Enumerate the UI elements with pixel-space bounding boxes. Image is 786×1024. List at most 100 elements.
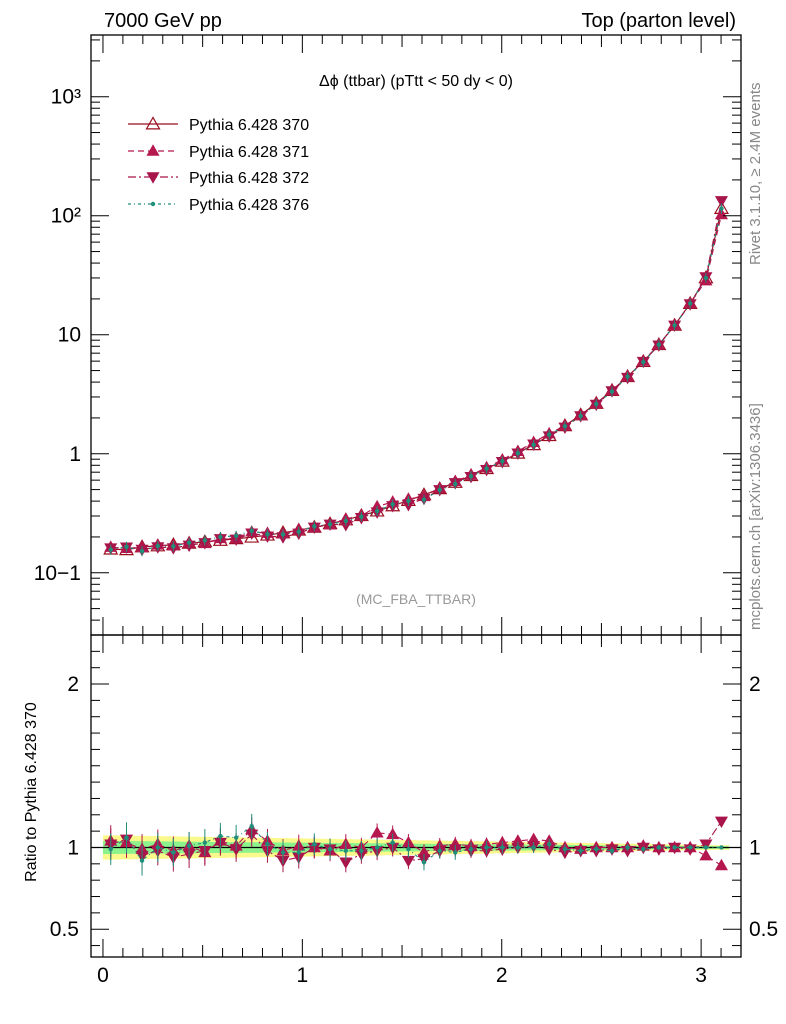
data-point-376: [186, 540, 192, 545]
header-right: Top (parton level): [581, 10, 736, 32]
ratio-point-372: [714, 816, 728, 829]
ratio-point-376: [139, 858, 145, 863]
data-point-376: [672, 323, 677, 328]
ratio-point-376: [546, 842, 552, 847]
ratio-ylabel: Ratio to Pythia 6.428 370: [23, 702, 40, 882]
data-point-376: [155, 543, 160, 549]
legend-label: Pythia 6.428 371: [189, 144, 309, 161]
ratio-point-376: [672, 845, 677, 850]
legend-label: Pythia 6.428 372: [189, 170, 309, 187]
data-point-376: [594, 401, 599, 407]
legend-marker-372: [146, 172, 160, 184]
ratio-point-376: [249, 824, 254, 829]
ratio-point-371: [714, 858, 728, 871]
header-left: 7000 GeV pp: [104, 10, 222, 32]
ratio-point-372: [699, 839, 713, 851]
data-point-376: [327, 522, 333, 527]
data-point-376: [296, 529, 301, 534]
ratio-point-376: [327, 846, 333, 852]
ratio-point-376: [515, 845, 521, 850]
legend-marker-376: [150, 201, 156, 207]
ratio-point-376: [421, 859, 427, 865]
data-point-376: [515, 451, 521, 456]
ratio-frame: [90, 634, 742, 958]
ratio-point-376: [468, 846, 474, 852]
data-point-376: [233, 533, 239, 538]
data-point-376: [421, 497, 427, 502]
ratio-point-376: [296, 850, 301, 855]
ratio-point-376: [719, 845, 724, 850]
data-point-376: [468, 473, 474, 479]
data-point-376: [562, 424, 568, 429]
ratio-point-376: [265, 842, 270, 847]
ratio-point-376: [186, 843, 192, 849]
data-point-376: [484, 466, 489, 471]
ratio-point-376: [155, 845, 160, 850]
ratio-tick-label-left: 2: [67, 673, 79, 696]
ratio-point-376: [359, 848, 364, 853]
data-point-376: [406, 498, 411, 504]
ratio-point-376: [609, 848, 615, 853]
data-point-376: [656, 342, 662, 347]
ratio-point-376: [453, 850, 458, 855]
data-point-376: [171, 544, 176, 549]
data-point-376: [641, 359, 646, 365]
data-point-376: [437, 487, 442, 493]
data-point-376: [578, 413, 583, 419]
ratio-point-376: [171, 850, 176, 855]
ratio-point-376: [390, 840, 395, 845]
main-plot: 10−1 1 10 10² 10³ Δϕ (ttbar) (pTtt < 50 dy <…: [34, 34, 742, 636]
ratio-point-371: [370, 826, 384, 838]
data-point-376: [124, 544, 129, 549]
ratio-point-376: [484, 845, 489, 850]
ratio-point-376: [687, 845, 693, 850]
legend-marker-370: [145, 116, 161, 130]
ratio-point-376: [500, 845, 505, 850]
ratio-point-376: [124, 835, 129, 840]
ratio-point-376: [108, 846, 113, 852]
data-point-372: [714, 196, 728, 208]
data-point-376: [453, 481, 458, 487]
ratio-point-376: [656, 845, 662, 850]
ratio-point-376: [562, 846, 568, 852]
data-point-376: [218, 534, 223, 540]
data-point-376: [202, 538, 208, 543]
side-rivet-label: Rivet 3.1.10, ≥ 2.4M events: [747, 83, 764, 266]
y-tick-label: 10³: [51, 86, 81, 109]
data-point-376: [609, 389, 615, 394]
plot-title: Δϕ (ttbar) (pTtt < 50 dy < 0): [319, 73, 513, 90]
x-tick-label: 1: [297, 964, 309, 987]
legend-marker-371: [146, 144, 160, 156]
ratio-point-376: [218, 833, 223, 839]
ratio-point-376: [641, 846, 646, 852]
ratio-point-376: [406, 846, 411, 852]
ratio-series-line: [110, 828, 722, 866]
x-tick-label: 0: [97, 964, 109, 987]
ratio-point-376: [312, 842, 317, 847]
data-point-376: [280, 532, 286, 537]
data-point-376: [265, 531, 270, 537]
ratio-point-371: [699, 848, 713, 861]
side-mcplots-label: mcplots.cern.ch [arXiv:1306.3436]: [747, 403, 764, 630]
data-point-376: [139, 548, 145, 554]
legend-label: Pythia 6.428 370: [189, 117, 309, 134]
data-point-376: [625, 374, 630, 379]
series-line: [110, 208, 723, 552]
y-tick-label: 10²: [51, 205, 81, 228]
ratio-tick-label-left: 1: [67, 836, 79, 859]
ratio-point-376: [343, 848, 349, 853]
data-point-376: [500, 459, 505, 464]
ratio-point-376: [578, 848, 583, 853]
data-point-376: [390, 502, 395, 507]
data-point-376: [312, 524, 317, 529]
data-point-376: [343, 518, 349, 524]
ratio-plot: 0 1 2 3 0.5 0.5 1 1 2 2: [50, 634, 778, 987]
data-point-376: [359, 514, 364, 519]
data-point-371: [714, 207, 728, 220]
ratio-point-376: [594, 846, 599, 852]
data-point-376: [249, 528, 254, 534]
ratio-point-376: [531, 845, 536, 850]
y-tick-label: 10: [58, 324, 81, 347]
y-tick-label: 10−1: [34, 562, 81, 585]
